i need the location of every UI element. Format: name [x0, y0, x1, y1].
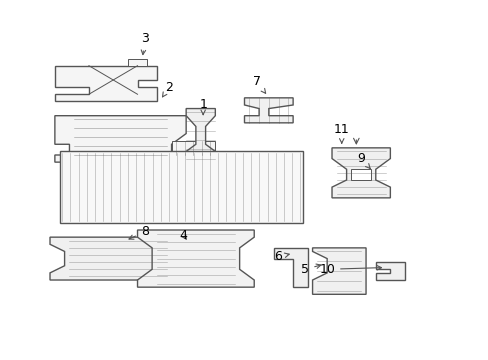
Text: 4: 4	[180, 229, 187, 242]
Text: 7: 7	[252, 75, 265, 93]
Text: 1: 1	[199, 99, 207, 115]
Polygon shape	[331, 148, 389, 198]
Polygon shape	[171, 141, 215, 155]
Polygon shape	[50, 237, 186, 280]
Text: 3: 3	[141, 32, 148, 55]
Text: 8: 8	[129, 225, 148, 239]
Text: 11: 11	[333, 123, 349, 143]
Text: 2: 2	[162, 81, 173, 97]
Polygon shape	[55, 116, 186, 162]
FancyBboxPatch shape	[351, 169, 370, 180]
Polygon shape	[127, 59, 147, 66]
Polygon shape	[137, 230, 254, 287]
Polygon shape	[312, 248, 366, 294]
Text: 9: 9	[357, 152, 369, 168]
Polygon shape	[375, 262, 404, 280]
Polygon shape	[244, 98, 292, 123]
Text: 5: 5	[301, 263, 320, 276]
Polygon shape	[273, 248, 307, 287]
Text: 10: 10	[319, 263, 381, 276]
Text: 6: 6	[274, 250, 288, 263]
Polygon shape	[55, 66, 157, 102]
Polygon shape	[186, 109, 215, 162]
FancyBboxPatch shape	[60, 152, 302, 223]
